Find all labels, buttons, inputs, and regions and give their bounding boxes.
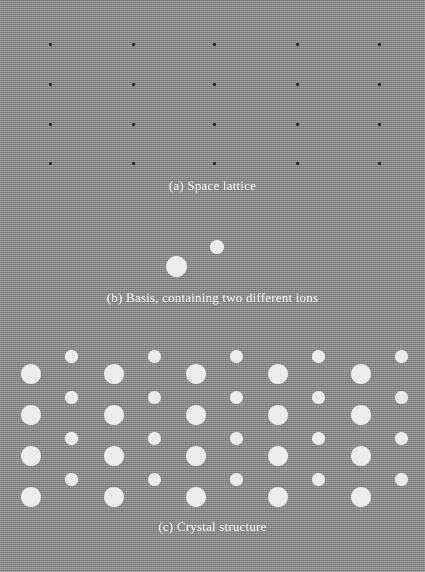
crystal-large-ion: [21, 446, 41, 466]
crystal-small-ion: [147, 349, 161, 363]
lattice-point: [295, 42, 299, 46]
space-lattice-caption: (a) Space lattice: [168, 178, 257, 193]
crystal-large-ion: [21, 487, 41, 507]
crystal-large-ion: [21, 405, 41, 425]
crystal-small-ion: [311, 349, 325, 363]
crystal-large-ion: [351, 364, 371, 384]
crystal-small-ion: [147, 390, 161, 404]
crystal-large-ion: [351, 487, 371, 507]
crystal-large-ion: [268, 487, 288, 507]
lattice-point: [48, 82, 52, 86]
space-lattice-panel: [0, 0, 425, 200]
crystal-large-ion: [186, 364, 206, 384]
crystal-small-ion: [394, 472, 408, 486]
crystal-large-ion: [268, 446, 288, 466]
crystal-small-ion: [147, 431, 161, 445]
lattice-point: [377, 42, 381, 46]
crystal-small-ion: [311, 431, 325, 445]
crystal-small-ion: [64, 390, 78, 404]
crystal-small-ion: [64, 431, 78, 445]
lattice-point: [295, 161, 299, 165]
crystal-small-ion: [229, 390, 243, 404]
crystal-small-ion: [229, 431, 243, 445]
crystal-small-ion: [229, 472, 243, 486]
lattice-point: [48, 161, 52, 165]
basis-caption: (b) Basis, containing two different ions: [106, 290, 319, 305]
basis-large-ion: [166, 256, 187, 277]
crystal-large-ion: [104, 446, 124, 466]
lattice-point: [212, 122, 216, 126]
lattice-point: [377, 82, 381, 86]
crystal-large-ion: [104, 487, 124, 507]
lattice-point: [131, 82, 135, 86]
crystal-small-ion: [394, 349, 408, 363]
crystal-small-ion: [394, 431, 408, 445]
lattice-point: [48, 122, 52, 126]
lattice-point: [295, 122, 299, 126]
crystal-small-ion: [64, 349, 78, 363]
basis-panel: [0, 200, 425, 310]
crystal-small-ion: [311, 390, 325, 404]
lattice-point: [377, 122, 381, 126]
crystal-large-ion: [186, 487, 206, 507]
lattice-point: [377, 161, 381, 165]
crystal-large-ion: [186, 446, 206, 466]
crystal-small-ion: [311, 472, 325, 486]
crystal-large-ion: [268, 364, 288, 384]
lattice-point: [212, 42, 216, 46]
crystal-large-ion: [186, 405, 206, 425]
lattice-point: [48, 42, 52, 46]
crystal-small-ion: [64, 472, 78, 486]
crystal-small-ion: [147, 472, 161, 486]
crystal-small-ion: [394, 390, 408, 404]
lattice-point: [131, 42, 135, 46]
crystal-large-ion: [21, 364, 41, 384]
lattice-point: [131, 161, 135, 165]
crystal-structure-caption: (c) Crystal structure: [158, 519, 267, 534]
lattice-point: [131, 122, 135, 126]
crystal-large-ion: [351, 446, 371, 466]
crystal-large-ion: [268, 405, 288, 425]
lattice-point: [212, 161, 216, 165]
crystal-large-ion: [104, 405, 124, 425]
crystal-large-ion: [351, 405, 371, 425]
lattice-point: [295, 82, 299, 86]
lattice-point: [212, 82, 216, 86]
basis-small-ion: [210, 240, 224, 254]
crystal-large-ion: [104, 364, 124, 384]
crystal-small-ion: [229, 349, 243, 363]
